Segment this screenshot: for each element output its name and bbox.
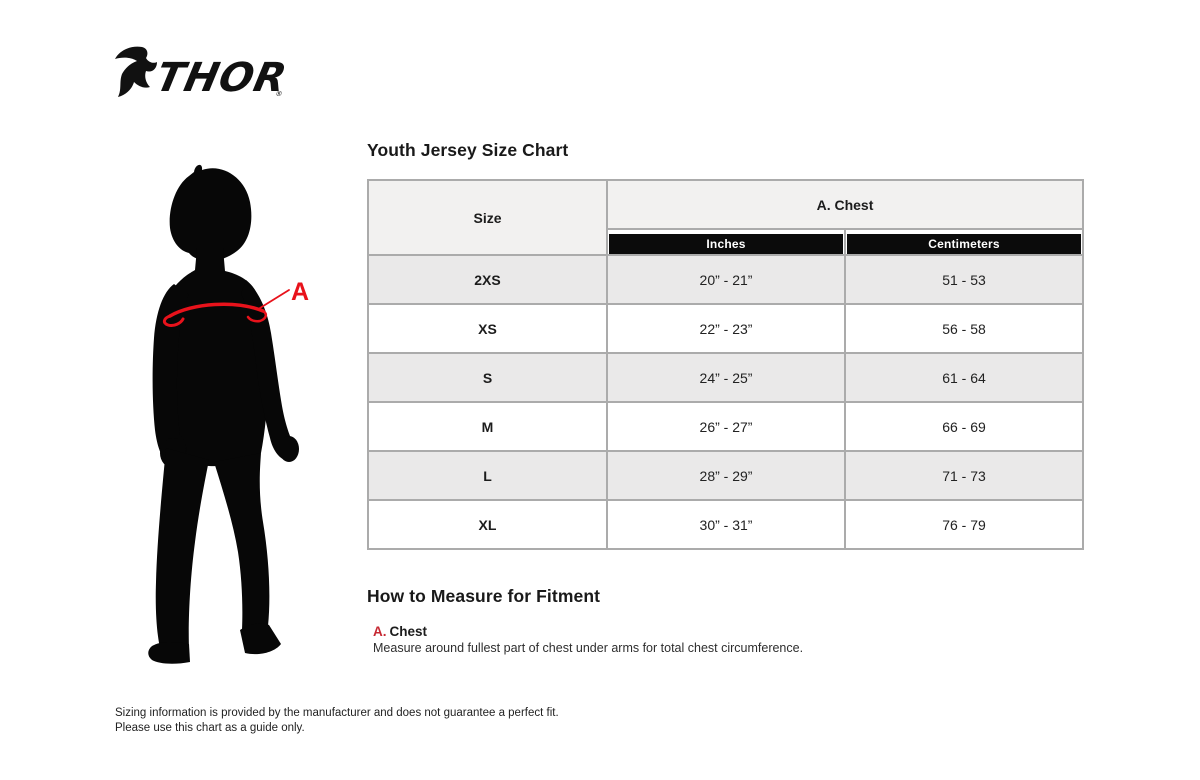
child-silhouette: A [148,164,309,664]
cm-cell: 66 - 69 [844,401,1084,452]
cm-cell: 61 - 64 [844,352,1084,403]
cm-cell: 56 - 58 [844,303,1084,354]
table-row: 2XS 20” - 21” 51 - 53 [367,254,1084,305]
registered-mark: ® [275,89,284,98]
inches-cell: 20” - 21” [606,254,846,305]
table-row: S 24” - 25” 61 - 64 [367,352,1084,403]
size-cell: L [367,450,608,501]
disclaimer-line-2: Please use this chart as a guide only. [115,721,305,734]
measure-item-description: Measure around fullest part of chest und… [373,641,804,655]
size-cell: S [367,352,608,403]
measure-pointer-line [259,289,290,309]
silhouette-body [148,164,299,664]
size-cell: M [367,401,608,452]
thor-wordmark: THOR ® [152,53,292,100]
goat-head-icon [115,46,157,97]
main-content: Youth Jersey Size Chart Size A. Chest In… [367,140,1084,655]
page-title: Youth Jersey Size Chart [367,140,569,160]
thor-logo-graphic: THOR ® [115,46,292,101]
unit-header-inches: Inches [606,228,846,256]
column-header-chest: A. Chest [606,179,1084,230]
thor-logo-text: THOR [152,53,292,100]
size-cell: 2XS [367,254,608,305]
table-row: M 26” - 27” 66 - 69 [367,401,1084,452]
column-header-size: Size [367,179,608,256]
inches-cell: 26” - 27” [606,401,846,452]
how-to-measure-title: How to Measure for Fitment [367,586,601,606]
table-row: L 28” - 29” 71 - 73 [367,450,1084,501]
size-chart-table: Size A. Chest Inches Centimeters 2XS 20”… [367,179,1084,550]
measure-label-a: A [291,278,309,306]
measure-item-name: Chest [389,624,428,639]
unit-bar-centimeters: Centimeters [847,234,1081,254]
measure-item-chest: A. Chest Measure around fullest part of c… [367,624,1084,655]
chest-measure-line [162,289,290,327]
disclaimer-line-1: Sizing information is provided by the ma… [115,707,559,719]
measure-item-key: A. [373,624,387,639]
disclaimer: Sizing information is provided by the ma… [115,706,559,735]
table-row: XL 30” - 31” 76 - 79 [367,499,1084,550]
inches-cell: 24” - 25” [606,352,846,403]
inches-cell: 30” - 31” [606,499,846,550]
table-row: XS 22” - 23” 56 - 58 [367,303,1084,354]
inches-cell: 28” - 29” [606,450,846,501]
thor-logo: THOR ® [112,44,292,108]
unit-bar-inches: Inches [609,234,843,254]
size-cell: XS [367,303,608,354]
measure-item-heading: A. Chest [373,624,1084,639]
cm-cell: 71 - 73 [844,450,1084,501]
cm-cell: 76 - 79 [844,499,1084,550]
cm-cell: 51 - 53 [844,254,1084,305]
unit-header-centimeters: Centimeters [844,228,1084,256]
how-to-measure-section: How to Measure for Fitment A. Chest Measu… [367,586,1084,655]
inches-cell: 22” - 23” [606,303,846,354]
size-cell: XL [367,499,608,550]
measurement-figure: A [110,150,360,680]
